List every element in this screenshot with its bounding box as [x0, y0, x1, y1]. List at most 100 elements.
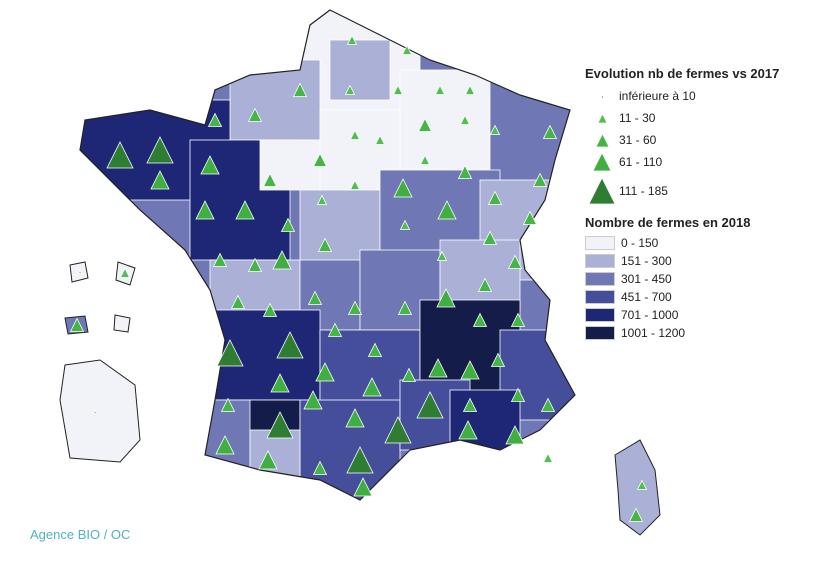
triangle-symbol [307, 290, 323, 305]
triangle-symbol [315, 362, 335, 382]
triangle-symbol [77, 269, 83, 274]
triangle-symbol [416, 391, 444, 419]
legend-label: 61 - 110 [619, 155, 663, 169]
guyane-area [59, 359, 141, 463]
triangle-symbol [459, 114, 471, 125]
color-swatch [585, 254, 615, 268]
triangle-symbol [272, 250, 292, 270]
triangle-symbol [230, 294, 246, 309]
triangle-symbol [399, 219, 411, 230]
triangle-symbol [490, 352, 506, 367]
legend-label: 1001 - 1200 [621, 326, 686, 340]
triangle-symbol [270, 373, 290, 393]
mayotte-area [113, 314, 131, 333]
triangle-symbol [247, 107, 263, 122]
triangle-symbol [540, 397, 556, 412]
legend: Evolution nb de fermes vs 2017 inférieur… [585, 66, 779, 342]
triangle-symbol [460, 360, 480, 380]
triangle-symbol [510, 387, 526, 402]
triangle-symbol [280, 217, 296, 232]
triangle-symbol [235, 200, 255, 220]
triangle-symbol [347, 300, 363, 315]
corsica-area [614, 439, 661, 536]
triangle-symbol [344, 84, 356, 95]
legend-label: 111 - 185 [619, 184, 668, 198]
triangle-symbol [262, 302, 278, 317]
triangle-icon [585, 177, 619, 205]
triangle-symbol [327, 322, 343, 337]
triangle-symbol [69, 317, 85, 332]
triangle-symbol [349, 129, 361, 140]
triangle-symbol [401, 44, 413, 55]
triangle-symbol [482, 230, 498, 245]
triangle-symbol [436, 288, 456, 308]
triangle-symbol [195, 200, 215, 220]
triangle-symbol [215, 435, 235, 455]
triangle-symbol [276, 331, 304, 359]
triangle-symbol [346, 34, 358, 45]
triangle-symbol [392, 84, 404, 95]
triangle-symbol [312, 152, 328, 167]
legend-triangle-item: 111 - 185 [585, 173, 779, 209]
legend-label: 0 - 150 [621, 236, 659, 250]
triangle-symbol [636, 479, 648, 490]
triangle-symbol [457, 164, 473, 179]
triangle-symbol [150, 170, 170, 190]
triangle-symbol [262, 172, 278, 187]
triangle-symbol [119, 267, 131, 278]
triangle-symbol [419, 154, 431, 165]
triangle-symbol [397, 300, 413, 315]
legend-label: 301 - 450 [621, 272, 672, 286]
color-swatch [585, 272, 615, 286]
department-area [439, 239, 521, 311]
triangle-symbol [401, 367, 417, 382]
legend-color-item: 1001 - 1200 [585, 324, 779, 342]
department-area [329, 39, 391, 101]
triangle-symbol [303, 390, 323, 410]
triangle-symbol [487, 190, 503, 205]
color-swatch [585, 308, 615, 322]
triangle-symbol [462, 397, 478, 412]
triangle-symbol [292, 82, 308, 97]
triangle-symbol [458, 420, 478, 440]
legend-color-item: 301 - 450 [585, 270, 779, 288]
color-swatch [585, 326, 615, 340]
triangle-symbol [316, 194, 328, 205]
legend-choropleth-title: Nombre de fermes en 2018 [585, 215, 751, 230]
triangle-symbol [417, 117, 433, 132]
triangle-symbol [428, 358, 448, 378]
department-area [399, 69, 501, 181]
triangle-symbol [258, 450, 278, 470]
triangle-icon [585, 152, 619, 172]
legend-color-item: 151 - 300 [585, 252, 779, 270]
legend-label: 701 - 1000 [621, 308, 679, 322]
triangle-symbol [542, 452, 554, 463]
triangle-icon [585, 112, 619, 124]
triangle-symbol [464, 84, 476, 95]
triangle-symbol [92, 409, 98, 414]
triangle-symbol [489, 124, 501, 135]
triangle-symbol [505, 425, 525, 445]
triangle-symbol [434, 84, 446, 95]
legend-label: 31 - 60 [619, 133, 657, 147]
triangle-symbol [507, 254, 523, 269]
triangle-icon [585, 132, 619, 148]
legend-triangle-item: 11 - 30 [585, 107, 779, 129]
color-swatch [585, 290, 615, 304]
triangle-symbol [200, 155, 220, 175]
legend-label: 11 - 30 [619, 111, 656, 125]
triangle-symbol [384, 416, 412, 444]
triangle-symbol [146, 136, 174, 164]
triangle-symbol [542, 124, 558, 139]
triangle-symbol [216, 339, 244, 367]
triangle-symbol [522, 210, 538, 225]
legend-triangles-title: Evolution nb de fermes vs 2017 [585, 66, 780, 81]
legend-label: 451 - 700 [621, 290, 672, 304]
triangle-symbol [345, 408, 365, 428]
triangle-symbol [436, 250, 448, 261]
legend-triangle-item: 61 - 110 [585, 151, 779, 173]
triangle-symbol [393, 178, 413, 198]
triangle-symbol [532, 172, 548, 187]
triangle-symbol [477, 277, 493, 292]
legend-triangle-item: 31 - 60 [585, 129, 779, 151]
